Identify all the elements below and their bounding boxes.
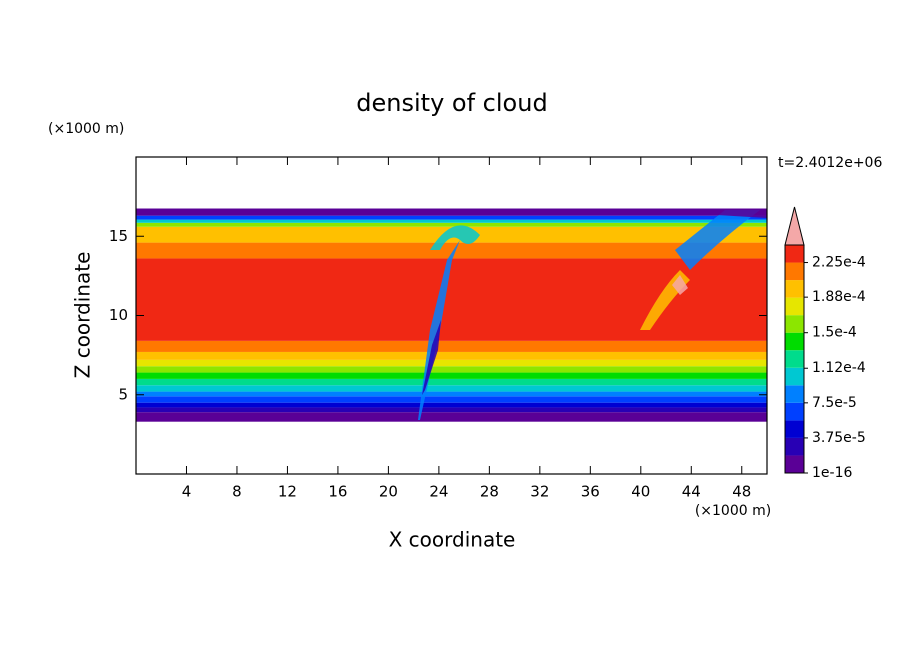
colorbar-swatch [785, 385, 804, 403]
contour-band [136, 215, 767, 220]
colorbar-swatch [785, 402, 804, 421]
time-annotation: t=2.4012e+06 [778, 155, 882, 171]
contour-feature [455, 210, 767, 218]
contour-band [136, 242, 767, 259]
colorbar-swatch [785, 315, 804, 333]
contour-band [136, 351, 767, 360]
y-axis-label: Z coordinate [71, 252, 95, 379]
colorbar-label: 3.75e-5 [812, 430, 866, 446]
colorbar-label: 1.5e-4 [812, 325, 857, 341]
colorbar-label: 1.12e-4 [812, 360, 866, 376]
colorbar-label: 7.5e-5 [812, 395, 857, 411]
contour-band [136, 407, 767, 413]
colorbar-swatch [785, 297, 804, 316]
x-axis-label: X coordinate [389, 528, 516, 552]
contour-band [136, 359, 767, 367]
colorbar-swatch [785, 455, 804, 473]
contour-band [136, 391, 767, 397]
colorbar-swatch [785, 420, 804, 438]
colorbar-frame [784, 244, 805, 474]
contour-band [136, 258, 767, 341]
contour-band [136, 378, 767, 386]
x-unit: (×1000 m) [695, 503, 771, 519]
x-tick-label: 40 [631, 483, 650, 501]
contour-band [136, 412, 767, 422]
contour-band [136, 402, 767, 408]
x-tick-label: 48 [732, 483, 751, 501]
x-tick-label: 44 [682, 483, 701, 501]
chart-title: density of cloud [356, 89, 547, 117]
colorbar-swatch [785, 332, 804, 351]
contour-band [136, 340, 767, 352]
colorbar-swatch [785, 437, 804, 456]
contour-band [136, 219, 767, 223]
y-tick-label: 15 [109, 227, 128, 245]
y-tick-label: 5 [118, 385, 128, 403]
contour-band [136, 372, 767, 379]
contour-band [136, 366, 767, 373]
contour-feature [422, 320, 441, 395]
contour-feature [430, 225, 480, 250]
colorbar-swatch [785, 245, 804, 263]
contour-band [136, 222, 767, 227]
x-tick-label: 28 [480, 483, 499, 501]
y-unit: (×1000 m) [48, 121, 124, 137]
colorbar-label: 1e-16 [812, 465, 852, 481]
colorbar-label: 2.25e-4 [812, 255, 866, 271]
colorbar-label: 1.88e-4 [812, 289, 866, 305]
contour-band [136, 208, 767, 216]
colorbar-swatch [785, 367, 804, 386]
y-tick-label: 10 [109, 306, 128, 324]
colorbar-swatch [785, 262, 804, 281]
x-tick-label: 16 [328, 483, 347, 501]
contour-band [136, 396, 767, 403]
colorbar-swatch [785, 350, 804, 368]
x-tick-label: 36 [581, 483, 600, 501]
x-tick-label: 24 [429, 483, 448, 501]
x-tick-label: 32 [530, 483, 549, 501]
x-tick-label: 8 [232, 483, 242, 501]
colorbar-swatch [785, 280, 804, 298]
contour-field [136, 208, 767, 422]
x-tick-label: 4 [182, 483, 192, 501]
contour-band [136, 385, 767, 392]
x-tick-label: 12 [278, 483, 297, 501]
contour-feature [672, 275, 688, 295]
x-tick-label: 20 [379, 483, 398, 501]
contour-feature [675, 210, 760, 270]
